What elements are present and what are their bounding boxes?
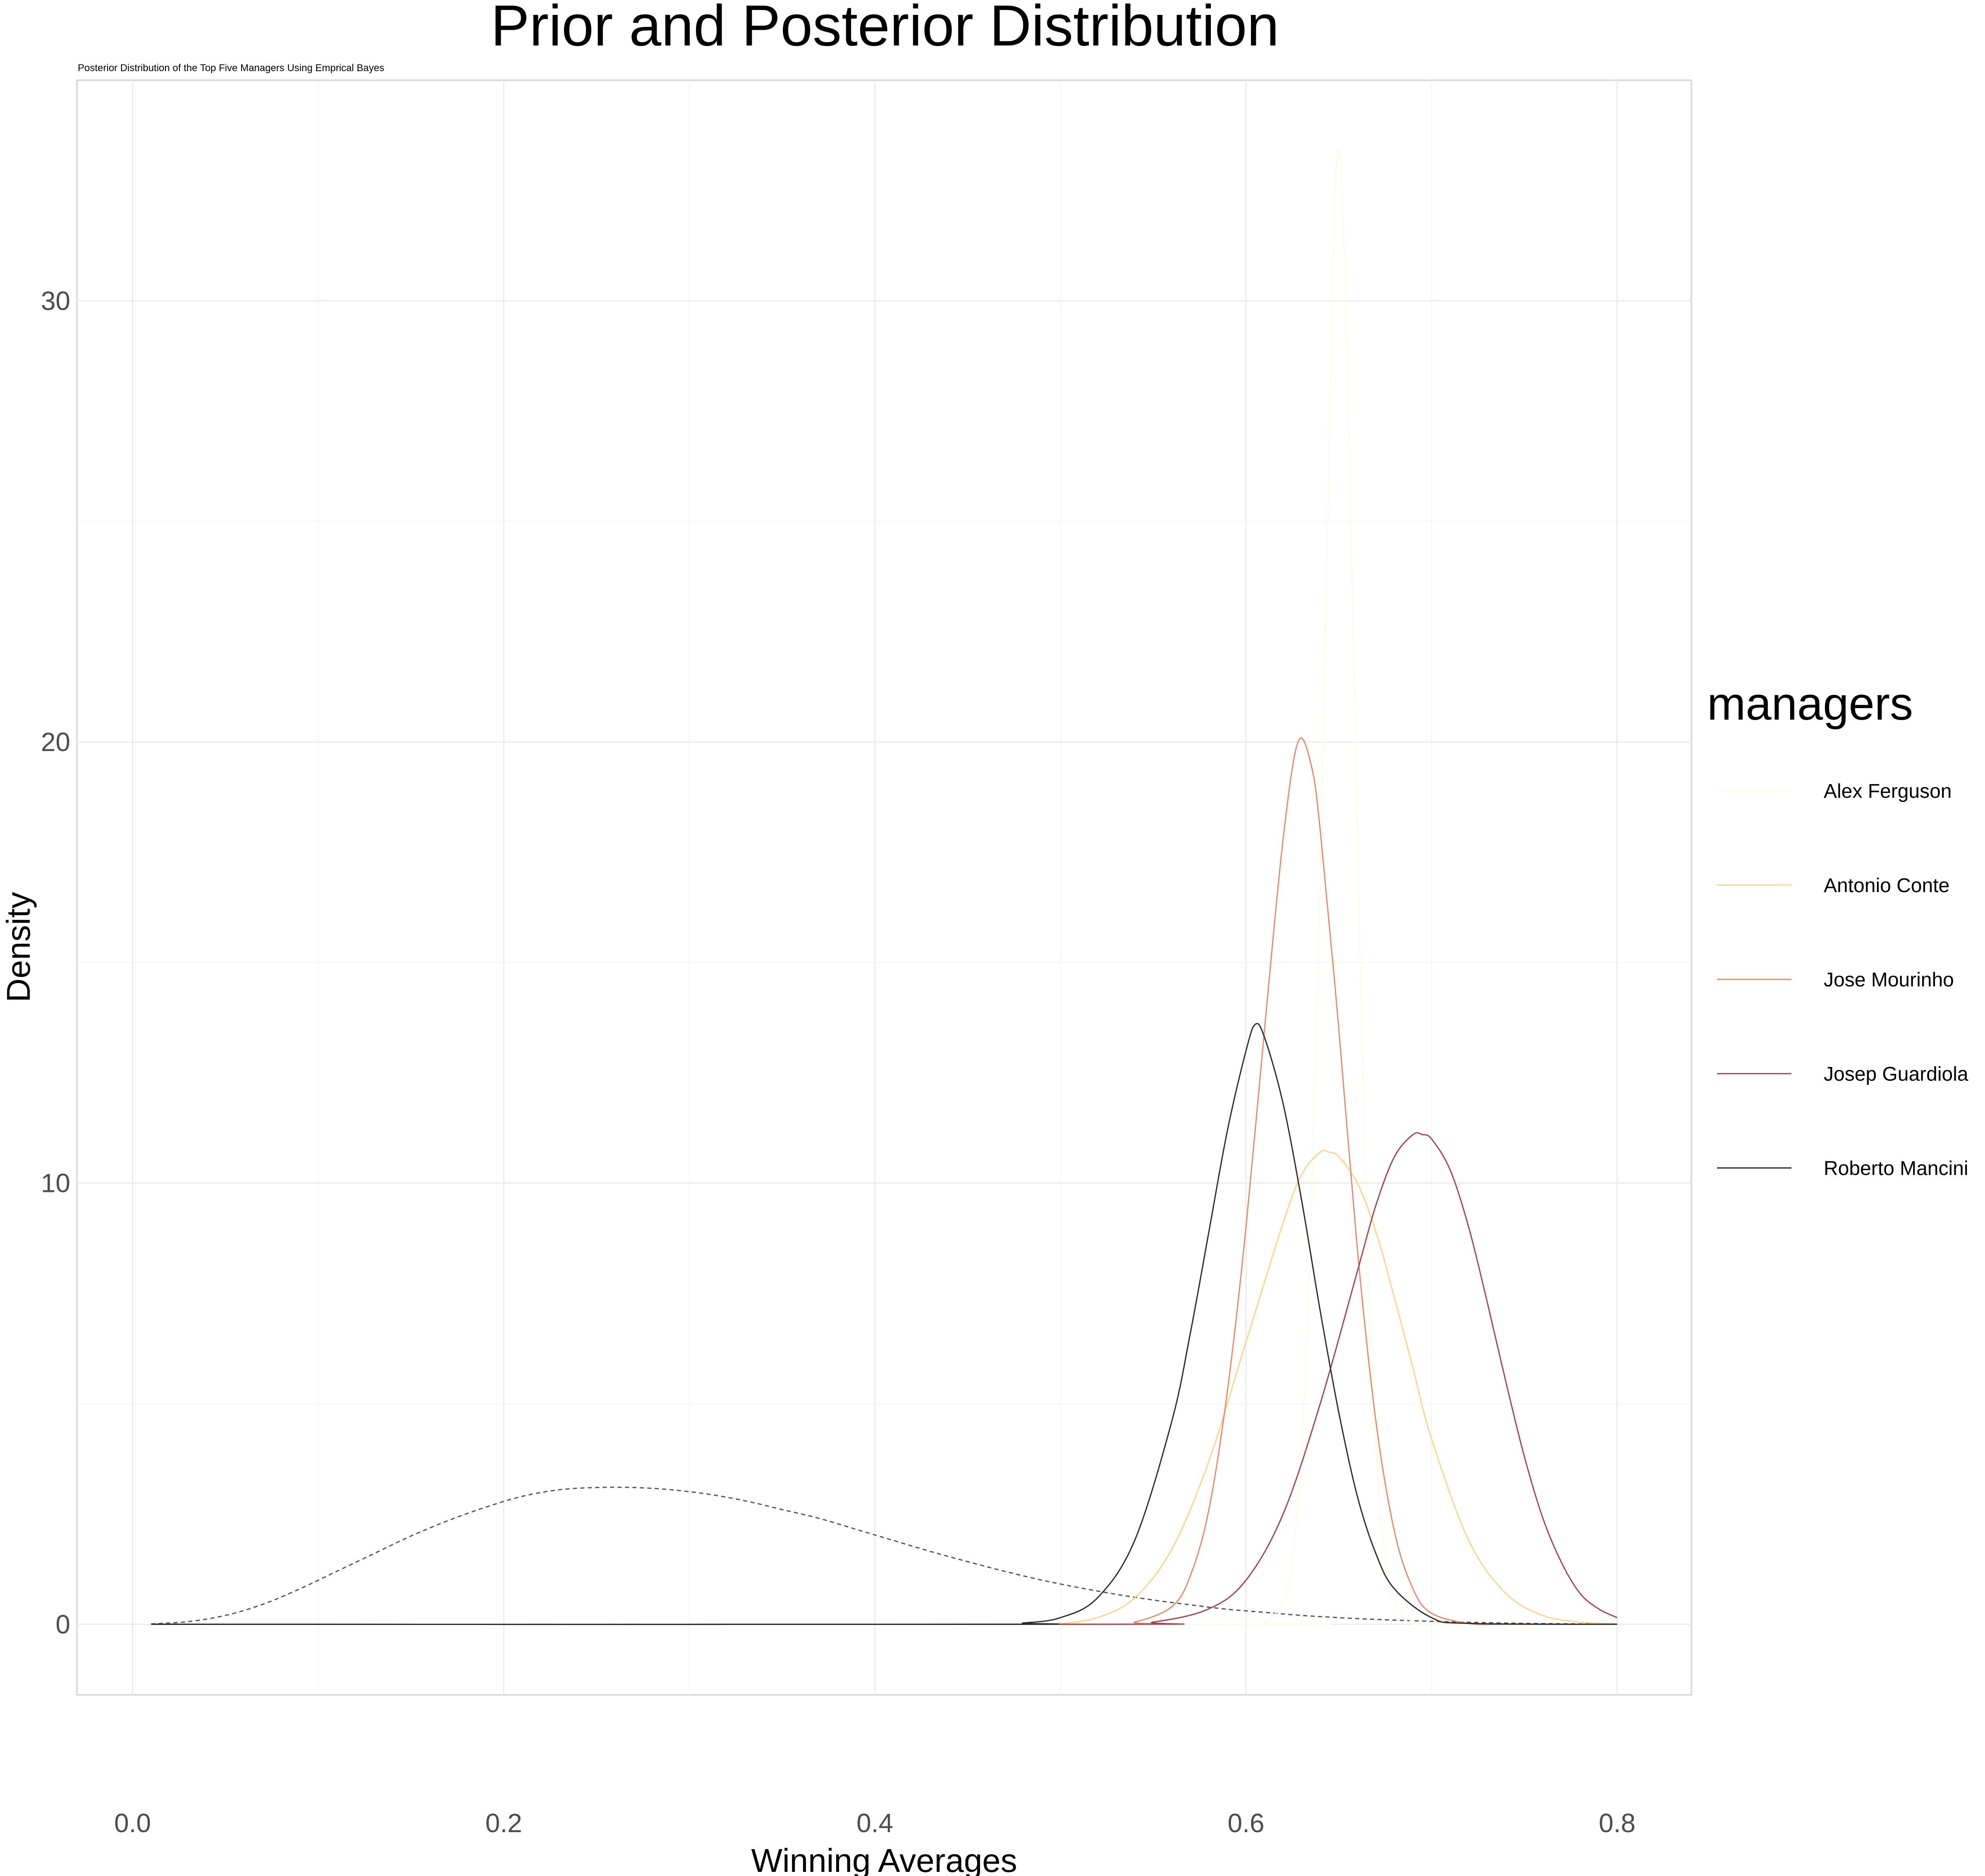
legend: Alex Ferguson Antonio Conte Jose Mourinho J… <box>1717 780 1968 1180</box>
series-line-alex-ferguson <box>151 148 1617 1625</box>
chart-title: Prior and Posterior Distribution <box>491 0 1279 58</box>
series-line-josep-guardiola <box>151 1132 1618 1625</box>
legend-item-antonio-conte: Antonio Conte <box>1717 875 1949 897</box>
x-tick-label: 0.6 <box>1228 1808 1265 1838</box>
plot-panel <box>76 79 1692 1696</box>
y-tick-label: 10 <box>41 1168 70 1198</box>
legend-label-alex-ferguson: Alex Ferguson <box>1824 780 1952 802</box>
tick-labels: 0.0 0.2 0.4 0.6 0.8 0 10 20 30 <box>41 286 1636 1838</box>
legend-label-jose-mourinho: Jose Mourinho <box>1824 969 1954 991</box>
x-tick-label: 0.4 <box>856 1808 893 1838</box>
series-layer <box>151 148 1618 1625</box>
series-line-roberto-mancini <box>151 1023 1617 1625</box>
y-tick-label: 20 <box>41 727 70 757</box>
legend-label-antonio-conte: Antonio Conte <box>1824 875 1949 897</box>
legend-item-josep-guardiola: Josep Guardiola <box>1717 1063 1968 1085</box>
y-tick-label: 0 <box>55 1609 70 1639</box>
legend-item-alex-ferguson: Alex Ferguson <box>1717 780 1952 802</box>
x-tick-label: 0.8 <box>1599 1808 1636 1838</box>
legend-title: managers <box>1707 678 1913 730</box>
legend-item-roberto-mancini: Roberto Mancini <box>1717 1158 1968 1180</box>
x-axis-title: Winning Averages <box>751 1842 1017 1876</box>
prior-curve <box>151 1486 1617 1625</box>
x-tick-label: 0.0 <box>114 1808 151 1838</box>
y-tick-label: 30 <box>41 286 70 316</box>
chart-subtitle: Posterior Distribution of the Top Five M… <box>78 62 384 74</box>
legend-label-josep-guardiola: Josep Guardiola <box>1824 1063 1968 1085</box>
x-tick-label: 0.2 <box>485 1808 522 1838</box>
prior-layer <box>151 1486 1617 1625</box>
legend-label-roberto-mancini: Roberto Mancini <box>1824 1158 1968 1180</box>
y-axis-title: Density <box>0 892 37 1003</box>
legend-item-jose-mourinho: Jose Mourinho <box>1717 969 1954 991</box>
